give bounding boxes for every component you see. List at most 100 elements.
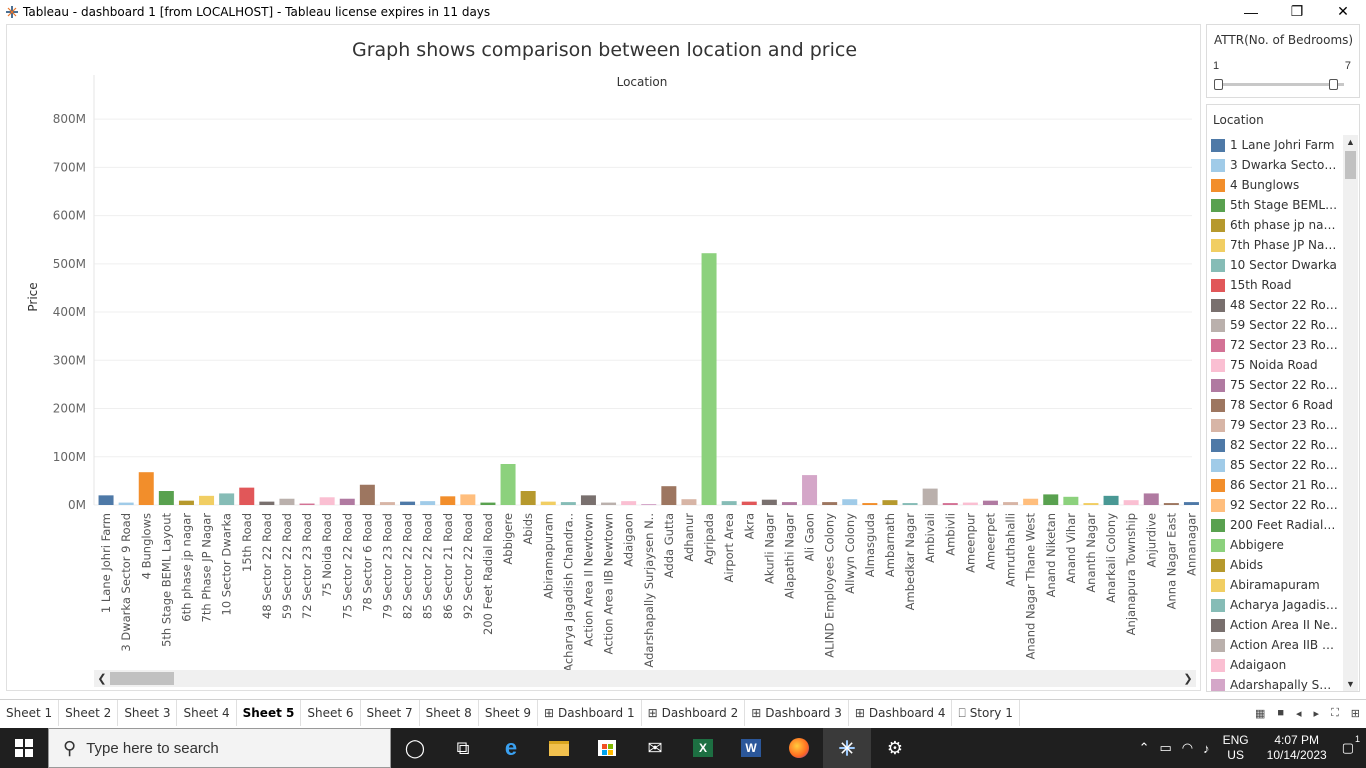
legend-item[interactable]: 85 Sector 22 Road [1210,455,1342,475]
notifications-icon[interactable]: ▢ 1 [1341,734,1360,755]
bar[interactable] [359,484,375,505]
legend-item[interactable]: 5th Stage BEML L.. [1210,195,1342,215]
bar[interactable] [239,487,255,505]
legend-item[interactable]: Abbigere [1210,535,1342,555]
bar[interactable] [299,503,315,505]
bar[interactable] [1003,502,1019,505]
show-tabs-icon[interactable]: ■ [1277,707,1285,719]
legend-item[interactable]: 10 Sector Dwarka [1210,255,1342,275]
wifi-icon[interactable]: ◠ [1181,740,1194,755]
legend-item[interactable]: Acharya Jagadish .. [1210,595,1342,615]
bar[interactable] [721,501,737,505]
edge-icon[interactable]: e [504,735,518,760]
task-view-icon[interactable]: ⧉ [456,737,470,758]
bar[interactable] [802,475,818,505]
tab-dashboard-3[interactable]: ⊞ Dashboard 3 [745,700,849,726]
firefox-icon[interactable] [775,728,823,768]
legend-item[interactable]: 7th Phase JP Nag.. [1210,235,1342,255]
scroll-down-icon[interactable]: ▼ [1346,679,1355,689]
bar[interactable] [661,486,677,505]
tab-dashboard-4[interactable]: ⊞ Dashboard 4 [849,700,953,726]
minimize-button[interactable]: — [1244,3,1258,20]
bar[interactable] [420,501,436,505]
horizontal-scroll-thumb[interactable] [110,672,174,685]
tab-sheet-5[interactable]: Sheet 5 [236,700,302,726]
bar-chart[interactable]: Price 0M 100M 200M 300M 400M 500M 600M 700M 800M 1… [7,25,1202,670]
chart-worksheet[interactable]: Graph shows comparison between location … [6,24,1201,691]
bar[interactable] [962,502,978,505]
legend-item[interactable]: 6th phase jp nagar [1210,215,1342,235]
bar[interactable] [560,502,576,505]
taskbar-clock[interactable]: 4:07 PM 10/14/2023 [1267,733,1327,763]
bar[interactable] [681,499,697,505]
bar[interactable] [1143,493,1159,505]
bar[interactable] [500,464,516,505]
settings-icon[interactable]: ⚙ [886,737,904,758]
legend-item[interactable]: Adaigaon [1210,655,1342,675]
file-explorer-icon[interactable] [535,728,583,768]
bar[interactable] [1163,503,1179,505]
legend-item[interactable]: 4 Bunglows [1210,175,1342,195]
bar[interactable] [339,498,355,505]
store-icon[interactable] [583,728,631,768]
legend-item[interactable]: 78 Sector 6 Road [1210,395,1342,415]
tab-dashboard-2[interactable]: ⊞ Dashboard 2 [642,700,746,726]
horizontal-scrollbar[interactable]: ❮ ❯ [94,670,1196,687]
bar[interactable] [400,501,416,505]
tab-sheet-9[interactable]: Sheet 9 [479,700,538,726]
bar[interactable] [601,502,617,505]
bar[interactable] [902,503,918,505]
bar[interactable] [379,502,395,505]
legend-item[interactable]: 75 Sector 22 Road [1210,375,1342,395]
excel-icon[interactable]: X [679,728,727,768]
legend-vertical-scrollbar[interactable]: ▲ ▼ [1343,135,1358,691]
bar[interactable] [279,498,295,505]
bar[interactable] [219,493,235,505]
bar[interactable] [158,491,174,505]
bar[interactable] [781,502,797,505]
bar[interactable] [1103,495,1119,505]
word-icon[interactable]: W [727,728,775,768]
language-indicator[interactable]: ENG US [1223,733,1249,763]
bar[interactable] [440,496,456,505]
bar[interactable] [540,501,556,505]
tab-sheet-4[interactable]: Sheet 4 [177,700,237,726]
bar[interactable] [641,504,657,506]
previous-sheet-icon[interactable]: ◂ [1296,707,1302,720]
close-button[interactable]: ✕ [1337,3,1349,19]
tab-sheet-6[interactable]: Sheet 6 [301,700,361,726]
bar[interactable] [98,495,114,505]
legend-item[interactable]: 15th Road [1210,275,1342,295]
range-slider-track[interactable] [1218,83,1344,86]
tab-sheet-8[interactable]: Sheet 8 [420,700,479,726]
fit-view-icon[interactable]: ⛶ [1331,706,1339,719]
legend-item[interactable]: 79 Sector 23 Road [1210,415,1342,435]
bar[interactable] [138,472,154,505]
presentation-mode-icon[interactable]: ⊞ [1350,707,1360,720]
legend-item[interactable]: 59 Sector 22 Road [1210,315,1342,335]
battery-icon[interactable]: ▭ [1159,740,1172,755]
bar[interactable] [178,500,194,505]
bar[interactable] [942,503,958,505]
legend-item[interactable]: 72 Sector 23 Road [1210,335,1342,355]
start-button[interactable] [0,728,48,768]
bar[interactable] [520,491,536,505]
bar[interactable] [882,500,898,505]
tab-story-1[interactable]: ⎕ Story 1 [952,700,1020,726]
legend-item[interactable]: Abids [1210,555,1342,575]
bar[interactable] [1023,498,1039,505]
restore-button[interactable]: ❐ [1290,3,1304,19]
show-filmstrip-icon[interactable]: ▦ [1254,707,1266,720]
legend-item[interactable]: 1 Lane Johri Farm [1210,135,1342,155]
legend-item[interactable]: 200 Feet Radial R.. [1210,515,1342,535]
legend-item[interactable]: Abiramapuram [1210,575,1342,595]
bar[interactable] [1183,502,1199,505]
bar[interactable] [1083,503,1099,505]
bar[interactable] [701,253,717,505]
volume-icon[interactable]: ♪ [1203,740,1210,756]
bar[interactable] [761,499,777,505]
bar[interactable] [580,495,596,505]
bar[interactable] [319,497,335,505]
bar[interactable] [741,501,757,505]
tab-dashboard-1[interactable]: ⊞ Dashboard 1 [538,700,642,726]
